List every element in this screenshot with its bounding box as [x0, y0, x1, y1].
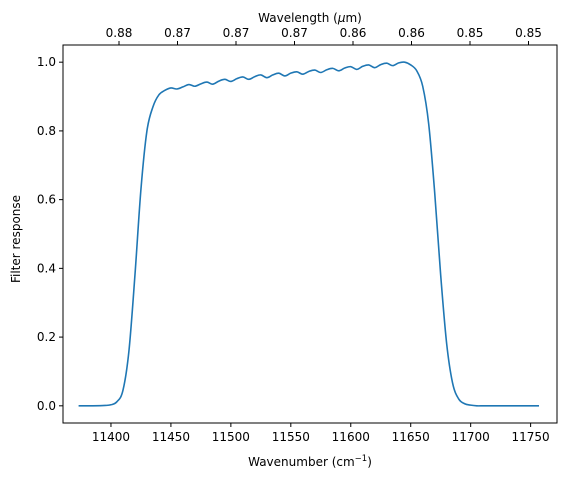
x-tick-label: 11550: [272, 430, 310, 444]
top-tick-label: 0.88: [106, 26, 133, 40]
x-tick-label: 11450: [152, 430, 190, 444]
top-tick-label: 0.87: [281, 26, 308, 40]
y-tick-label: 0.4: [37, 261, 56, 275]
top-tick-label: 0.86: [340, 26, 367, 40]
x-axis-ticks: 11400 11450 11500 11550 11600 11650 11700 11750: [92, 423, 550, 444]
y-tick-label: 0.2: [37, 330, 56, 344]
x-tick-label: 11500: [212, 430, 250, 444]
x-tick-label: 11400: [92, 430, 130, 444]
filter-response-line: [78, 61, 540, 407]
y-tick-label: 0.8: [37, 124, 56, 138]
y-axis-ticks: 0.0 0.2 0.4 0.6 0.8 1.0: [37, 55, 63, 413]
top-tick-label: 0.85: [457, 26, 484, 40]
y-tick-label: 0.6: [37, 193, 56, 207]
x-tick-label: 11650: [392, 430, 430, 444]
x-axis-label: Wavenumber (cm−1): [248, 454, 372, 469]
x-tick-label: 11700: [452, 430, 490, 444]
top-tick-label: 0.87: [223, 26, 250, 40]
x-tick-label: 11600: [332, 430, 370, 444]
top-axis-label: Wavelength (μm): [258, 11, 362, 25]
top-axis-ticks: 0.88 0.87 0.87 0.87 0.86 0.86 0.85 0.85: [106, 26, 542, 45]
top-tick-label: 0.85: [515, 26, 542, 40]
x-tick-label: 11750: [512, 430, 550, 444]
y-tick-label: 0.0: [37, 399, 56, 413]
top-tick-label: 0.86: [398, 26, 425, 40]
y-axis-label: Filter response: [9, 195, 23, 283]
top-tick-label: 0.87: [164, 26, 191, 40]
y-tick-label: 1.0: [37, 55, 56, 69]
plot-frame: [62, 44, 558, 424]
